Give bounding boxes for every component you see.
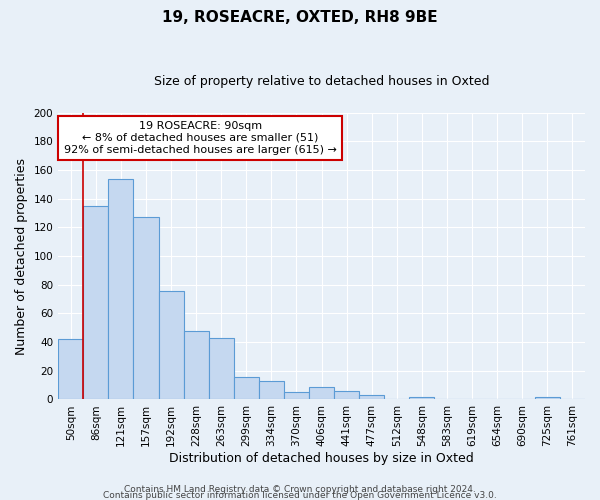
- Text: Contains public sector information licensed under the Open Government Licence v3: Contains public sector information licen…: [103, 490, 497, 500]
- Bar: [234, 376, 259, 400]
- Bar: [58, 340, 83, 400]
- Bar: [309, 386, 334, 400]
- Bar: [158, 290, 184, 400]
- Bar: [334, 391, 359, 400]
- Y-axis label: Number of detached properties: Number of detached properties: [15, 158, 28, 354]
- Bar: [259, 381, 284, 400]
- Text: Contains HM Land Registry data © Crown copyright and database right 2024.: Contains HM Land Registry data © Crown c…: [124, 484, 476, 494]
- Bar: [359, 395, 385, 400]
- Bar: [83, 206, 109, 400]
- Bar: [409, 396, 434, 400]
- Bar: [133, 218, 158, 400]
- X-axis label: Distribution of detached houses by size in Oxted: Distribution of detached houses by size …: [169, 452, 474, 465]
- Title: Size of property relative to detached houses in Oxted: Size of property relative to detached ho…: [154, 75, 490, 88]
- Bar: [535, 396, 560, 400]
- Bar: [209, 338, 234, 400]
- Bar: [284, 392, 309, 400]
- Bar: [184, 330, 209, 400]
- Text: 19 ROSEACRE: 90sqm
← 8% of detached houses are smaller (51)
92% of semi-detached: 19 ROSEACRE: 90sqm ← 8% of detached hous…: [64, 122, 337, 154]
- Text: 19, ROSEACRE, OXTED, RH8 9BE: 19, ROSEACRE, OXTED, RH8 9BE: [162, 10, 438, 25]
- Bar: [109, 178, 133, 400]
